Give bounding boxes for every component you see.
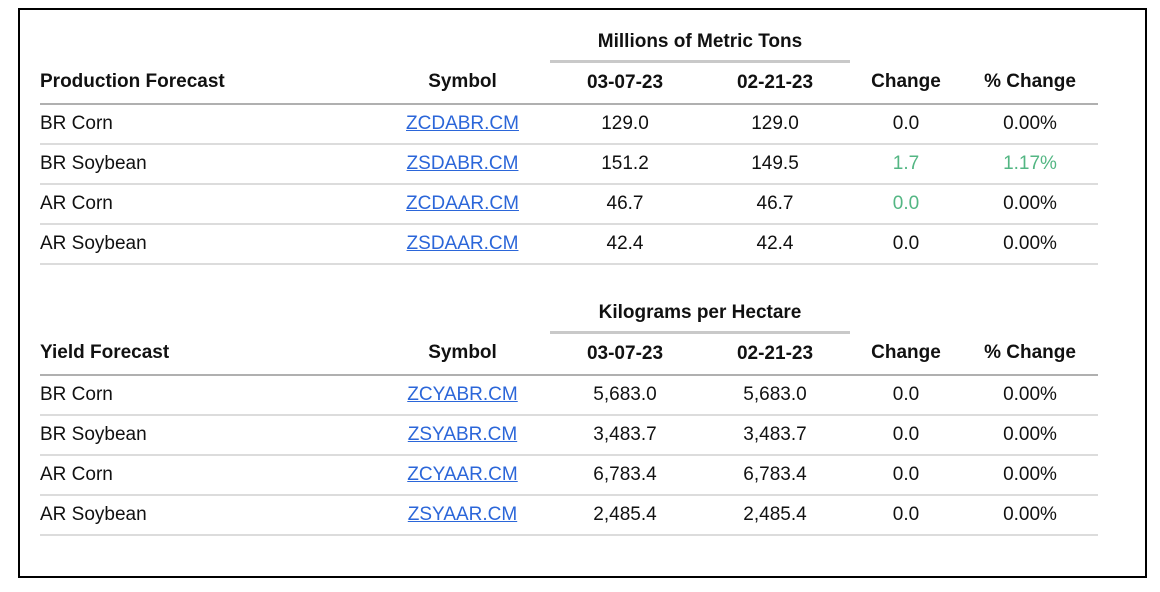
pct-change-cell: 0.00% — [962, 224, 1098, 265]
production-header-row: Production Forecast Symbol 03-07-23 02-2… — [40, 61, 1098, 105]
value-cell-date2: 5,683.0 — [700, 375, 850, 416]
yield-section-label: Yield Forecast — [40, 332, 375, 376]
table-row: BR Corn ZCDABR.CM 129.0 129.0 0.0 0.00% — [40, 104, 1098, 145]
symbol-cell: ZSDABR.CM — [375, 144, 550, 185]
row-label: BR Soybean — [40, 415, 375, 456]
change-cell: 0.0 — [850, 415, 962, 456]
spacer-cell — [850, 295, 1098, 333]
table-row: AR Soybean ZSYAAR.CM 2,485.4 2,485.4 0.0… — [40, 495, 1098, 536]
value-cell-date2: 2,485.4 — [700, 495, 850, 536]
symbol-link[interactable]: ZSYABR.CM — [407, 424, 518, 445]
production-forecast-table: Millions of Metric Tons Production Forec… — [40, 24, 1098, 265]
value-cell-date1: 151.2 — [550, 144, 700, 185]
row-label: AR Soybean — [40, 495, 375, 536]
column-header-symbol: Symbol — [375, 61, 550, 105]
pct-change-cell: 0.00% — [962, 104, 1098, 145]
pct-change-cell: 0.00% — [962, 184, 1098, 225]
table-row: AR Soybean ZSDAAR.CM 42.4 42.4 0.0 0.00% — [40, 224, 1098, 265]
value-cell-date1: 42.4 — [550, 224, 700, 265]
spacer-cell — [850, 24, 1098, 62]
value-cell-date2: 42.4 — [700, 224, 850, 265]
column-header-pct-change: % Change — [962, 332, 1098, 376]
table-row: BR Soybean ZSYABR.CM 3,483.7 3,483.7 0.0… — [40, 415, 1098, 456]
row-label: BR Corn — [40, 104, 375, 145]
column-header-pct-change: % Change — [962, 61, 1098, 105]
column-header-change: Change — [850, 61, 962, 105]
spacer-cell — [40, 24, 550, 62]
value-cell-date1: 46.7 — [550, 184, 700, 225]
spacer-cell — [40, 295, 550, 333]
column-header-date2: 02-21-23 — [700, 332, 850, 376]
change-cell: 0.0 — [850, 495, 962, 536]
pct-change-cell: 0.00% — [962, 455, 1098, 496]
symbol-cell: ZSYAAR.CM — [375, 495, 550, 536]
row-label: AR Corn — [40, 184, 375, 225]
value-cell-date1: 129.0 — [550, 104, 700, 145]
value-cell-date1: 5,683.0 — [550, 375, 700, 416]
column-header-date1: 03-07-23 — [550, 332, 700, 376]
symbol-cell: ZCDAAR.CM — [375, 184, 550, 225]
row-label: BR Corn — [40, 375, 375, 416]
change-cell: 1.7 — [850, 144, 962, 185]
symbol-cell: ZCYABR.CM — [375, 375, 550, 416]
value-cell-date1: 3,483.7 — [550, 415, 700, 456]
value-cell-date2: 46.7 — [700, 184, 850, 225]
pct-change-cell: 0.00% — [962, 375, 1098, 416]
symbol-link[interactable]: ZSYAAR.CM — [407, 504, 518, 525]
symbol-cell: ZCYAAR.CM — [375, 455, 550, 496]
pct-change-cell: 0.00% — [962, 495, 1098, 536]
value-cell-date2: 129.0 — [700, 104, 850, 145]
row-label: AR Corn — [40, 455, 375, 496]
column-header-symbol: Symbol — [375, 332, 550, 376]
yield-header-row: Yield Forecast Symbol 03-07-23 02-21-23 … — [40, 332, 1098, 376]
symbol-link[interactable]: ZCYAAR.CM — [407, 464, 518, 485]
change-cell: 0.0 — [850, 184, 962, 225]
production-unit-row: Millions of Metric Tons — [40, 24, 1098, 63]
symbol-link[interactable]: ZCYABR.CM — [407, 384, 518, 405]
symbol-link[interactable]: ZSDABR.CM — [406, 153, 519, 174]
change-cell: 0.0 — [850, 224, 962, 265]
yield-unit-header: Kilograms per Hectare — [550, 295, 850, 334]
pct-change-cell: 1.17% — [962, 144, 1098, 185]
symbol-link[interactable]: ZCDAAR.CM — [406, 193, 519, 214]
table-row: AR Corn ZCDAAR.CM 46.7 46.7 0.0 0.00% — [40, 184, 1098, 225]
column-header-date2: 02-21-23 — [700, 61, 850, 105]
value-cell-date2: 3,483.7 — [700, 415, 850, 456]
pct-change-cell: 0.00% — [962, 415, 1098, 456]
symbol-cell: ZCDABR.CM — [375, 104, 550, 145]
table-row: AR Corn ZCYAAR.CM 6,783.4 6,783.4 0.0 0.… — [40, 455, 1098, 496]
report-frame: Millions of Metric Tons Production Forec… — [18, 8, 1147, 578]
symbol-cell: ZSYABR.CM — [375, 415, 550, 456]
symbol-link[interactable]: ZCDABR.CM — [406, 113, 519, 134]
value-cell-date2: 6,783.4 — [700, 455, 850, 496]
symbol-cell: ZSDAAR.CM — [375, 224, 550, 265]
change-cell: 0.0 — [850, 104, 962, 145]
change-cell: 0.0 — [850, 455, 962, 496]
value-cell-date2: 149.5 — [700, 144, 850, 185]
row-label: BR Soybean — [40, 144, 375, 185]
symbol-link[interactable]: ZSDAAR.CM — [406, 233, 519, 254]
production-unit-header: Millions of Metric Tons — [550, 24, 850, 63]
column-header-change: Change — [850, 332, 962, 376]
yield-forecast-table: Kilograms per Hectare Yield Forecast Sym… — [40, 295, 1098, 536]
table-row: BR Soybean ZSDABR.CM 151.2 149.5 1.7 1.1… — [40, 144, 1098, 185]
column-header-date1: 03-07-23 — [550, 61, 700, 105]
value-cell-date1: 6,783.4 — [550, 455, 700, 496]
yield-unit-row: Kilograms per Hectare — [40, 295, 1098, 334]
production-section-label: Production Forecast — [40, 61, 375, 105]
value-cell-date1: 2,485.4 — [550, 495, 700, 536]
report-content: Millions of Metric Tons Production Forec… — [20, 10, 1145, 536]
change-cell: 0.0 — [850, 375, 962, 416]
row-label: AR Soybean — [40, 224, 375, 265]
table-row: BR Corn ZCYABR.CM 5,683.0 5,683.0 0.0 0.… — [40, 375, 1098, 416]
